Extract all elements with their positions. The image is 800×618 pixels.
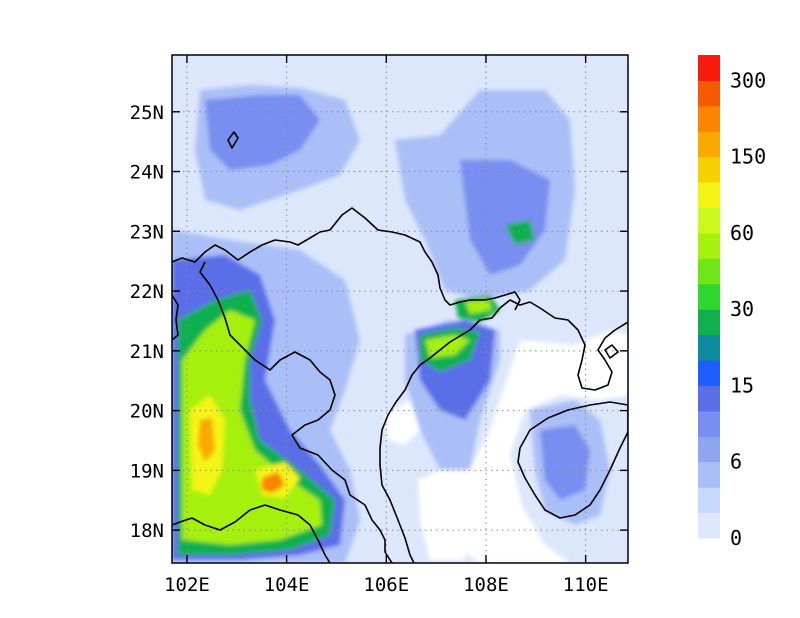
lon-tick-label: 104E bbox=[264, 574, 310, 596]
rain-core-northeast bbox=[460, 160, 550, 275]
colorbar-swatch bbox=[698, 105, 720, 132]
colorbar-swatch bbox=[698, 512, 720, 539]
country-border-west bbox=[172, 294, 179, 341]
colorbar bbox=[698, 55, 720, 539]
colorbar-swatch bbox=[698, 156, 720, 183]
rain-intense-gulf-east bbox=[465, 299, 492, 314]
axis-labels: 102E 104E 106E 108E 110E 18N 19N 20N 21N 22N 23N 24… bbox=[130, 102, 609, 596]
colorbar-swatch bbox=[698, 334, 720, 361]
vietnam-coastline bbox=[379, 299, 531, 563]
lat-tick-label: 19N bbox=[130, 460, 164, 482]
rain-peak-west bbox=[198, 418, 215, 462]
colorbar-label: 150 bbox=[730, 145, 766, 169]
colorbar-swatch bbox=[698, 410, 720, 437]
precipitation-contours bbox=[172, 85, 628, 563]
colorbar-swatch bbox=[698, 80, 720, 107]
colorbar-label: 6 bbox=[730, 450, 742, 474]
colorbar-swatch bbox=[698, 258, 720, 285]
country-border-laos-vietnam bbox=[199, 261, 393, 563]
lat-tick-label: 21N bbox=[130, 341, 164, 363]
lon-tick-label: 110E bbox=[563, 574, 609, 596]
colorbar-label: 0 bbox=[730, 526, 742, 550]
lat-tick-label: 24N bbox=[130, 162, 164, 184]
rain-core-north bbox=[205, 95, 320, 170]
leizhou-peninsula-coastline bbox=[529, 301, 628, 391]
map-panel bbox=[172, 55, 628, 563]
colorbar-swatch bbox=[698, 309, 720, 336]
lon-tick-label: 106E bbox=[363, 574, 409, 596]
rain-peak-south bbox=[262, 472, 285, 493]
colorbar-swatch bbox=[698, 207, 720, 234]
map-frame bbox=[171, 54, 629, 564]
lat-tick-label: 18N bbox=[130, 520, 164, 542]
dry-region-gulf bbox=[418, 478, 470, 560]
colorbar-label: 30 bbox=[730, 297, 754, 321]
lon-tick-label: 108E bbox=[463, 574, 509, 596]
colorbar-swatch bbox=[698, 487, 720, 514]
map-gridlines bbox=[172, 55, 628, 563]
colorbar-label: 60 bbox=[730, 221, 754, 245]
colorbar-labels: 0 6 15 30 60 150 300 bbox=[730, 68, 766, 550]
rain-core-hainan bbox=[540, 425, 590, 500]
lat-tick-label: 22N bbox=[130, 281, 164, 303]
coastline-and-borders bbox=[172, 131, 628, 563]
dry-region-east bbox=[420, 330, 628, 563]
rain-heavy-northeast bbox=[505, 220, 535, 245]
colorbar-swatch bbox=[698, 461, 720, 488]
colorbar-swatch bbox=[698, 55, 720, 81]
colorbar-swatch bbox=[698, 232, 720, 259]
island-small-north bbox=[227, 131, 239, 149]
lat-tick-label: 23N bbox=[130, 221, 164, 243]
colorbar-swatch bbox=[698, 360, 720, 386]
lat-tick-label: 25N bbox=[130, 102, 164, 124]
hainan-island-coastline bbox=[517, 401, 628, 519]
country-border-china-vietnam bbox=[172, 207, 521, 311]
colorbar-swatch bbox=[698, 283, 720, 310]
country-border-laos-thailand bbox=[172, 504, 331, 563]
colorbar-swatch bbox=[698, 131, 720, 158]
colorbar-label: 15 bbox=[730, 373, 754, 397]
dry-region-coast bbox=[385, 400, 420, 445]
island-small-east bbox=[604, 344, 619, 359]
colorbar-swatch bbox=[698, 436, 720, 463]
colorbar-swatch bbox=[698, 182, 720, 209]
lon-tick-label: 102E bbox=[164, 574, 210, 596]
lat-tick-label: 20N bbox=[130, 401, 164, 423]
axis-ticks bbox=[172, 55, 628, 563]
colorbar-swatch bbox=[698, 385, 720, 412]
colorbar-label: 300 bbox=[730, 68, 766, 92]
